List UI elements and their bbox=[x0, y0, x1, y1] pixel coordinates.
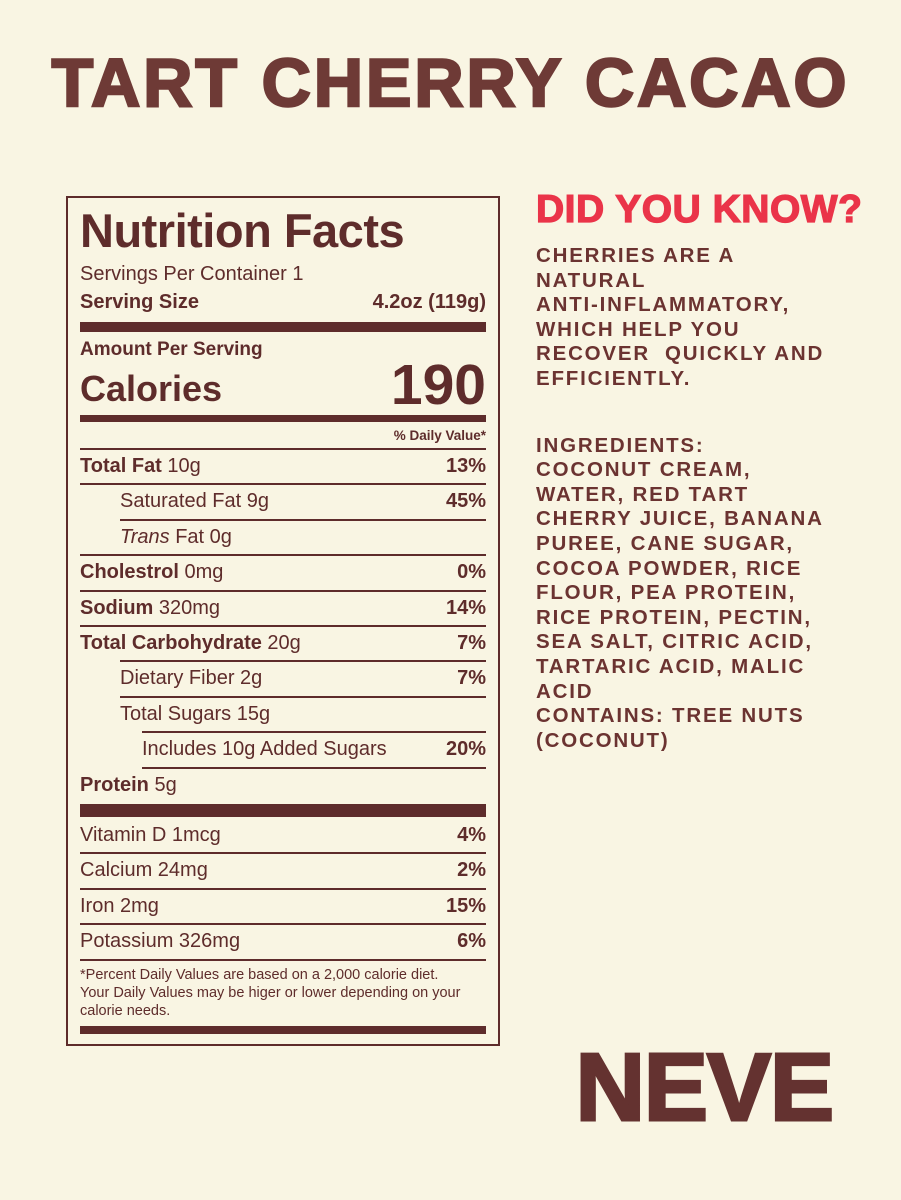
calories-label: Calories bbox=[80, 368, 223, 410]
vitamin-row-potassium: Potassium 326mg 6% bbox=[80, 930, 486, 953]
divider bbox=[142, 766, 486, 769]
divider bbox=[80, 448, 486, 451]
thick-divider bbox=[80, 321, 486, 332]
nutrient-dv: 15% bbox=[445, 894, 486, 917]
divider bbox=[80, 625, 486, 628]
thick-divider bbox=[80, 804, 486, 817]
vitamin-row-vitamin-d: Vitamin D 1mcg 4% bbox=[80, 824, 486, 846]
divider bbox=[80, 483, 486, 486]
nutrient-dv: 13% bbox=[445, 455, 486, 478]
nutrient-row-total-fat: Total Fat 10g 13% bbox=[80, 455, 486, 478]
product-title: TART CHERRY CACAO bbox=[50, 45, 850, 121]
nutrient-row-trans-fat: Trans Fat 0g bbox=[120, 525, 232, 548]
divider bbox=[80, 554, 486, 557]
nutrient-row-total-sugars: Total Sugars 15g bbox=[120, 702, 271, 725]
nutrient-row-added-sugars: Includes 10g Added Sugars 20% bbox=[142, 738, 486, 761]
divider bbox=[80, 589, 486, 592]
daily-value-header: % Daily Value* bbox=[393, 428, 486, 444]
divider bbox=[80, 852, 486, 855]
nutrient-row-cholesterol: Cholestrol 0mg 0% bbox=[80, 561, 486, 584]
nutrition-facts-panel: Nutrition Facts Servings Per Container 1… bbox=[66, 196, 500, 1046]
nutrient-row-protein: Protein 5g bbox=[80, 773, 177, 796]
servings-per-container: Servings Per Container 1 bbox=[80, 262, 304, 285]
daily-value-footnote: *Percent Daily Values are based on a 2,0… bbox=[80, 966, 461, 1019]
nutrient-row-total-carbohydrate: Total Carbohydrate 20g 7% bbox=[80, 632, 486, 655]
nutrient-row-saturated-fat: Saturated Fat 9g 45% bbox=[120, 490, 486, 513]
divider bbox=[80, 923, 486, 926]
right-column: DID YOU KNOW? CHERRIES ARE A NATURAL ANT… bbox=[535, 188, 884, 754]
did-you-know-text: CHERRIES ARE A NATURAL ANTI-INFLAMMATORY… bbox=[536, 244, 825, 390]
nutrient-row-dietary-fiber: Dietary Fiber 2g 7% bbox=[120, 667, 486, 690]
nutrition-facts-heading: Nutrition Facts bbox=[80, 204, 405, 257]
serving-size-label: Serving Size bbox=[80, 290, 199, 313]
divider bbox=[120, 660, 486, 663]
nutrient-dv: 4% bbox=[457, 824, 486, 846]
nutrient-dv: 0% bbox=[457, 561, 486, 584]
nutrient-row-sodium: Sodium 320mg 14% bbox=[80, 596, 486, 619]
calories-row: Calories 190 bbox=[80, 352, 486, 417]
nutrient-dv: 6% bbox=[457, 930, 486, 953]
nutrient-dv: 14% bbox=[445, 596, 486, 619]
ingredients-heading: INGREDIENTS: bbox=[536, 433, 705, 457]
nutrient-dv: 7% bbox=[457, 632, 486, 655]
amount-per-serving-label: Amount Per Serving bbox=[80, 338, 263, 360]
serving-size-value: 4.2oz (119g) bbox=[372, 290, 486, 313]
nutrient-dv: 20% bbox=[445, 738, 486, 761]
calories-value: 190 bbox=[390, 352, 486, 417]
vitamin-row-iron: Iron 2mg 15% bbox=[80, 894, 486, 917]
ingredients-section: INGREDIENTS: COCONUT CREAM, WATER, RED T… bbox=[536, 434, 884, 754]
divider bbox=[80, 887, 486, 890]
bottom-bar bbox=[80, 1025, 486, 1034]
nutrient-dv: 7% bbox=[457, 667, 486, 690]
divider bbox=[142, 731, 486, 734]
brand-logo: NEVE bbox=[574, 1034, 835, 1141]
serving-size-row: Serving Size 4.2oz (119g) bbox=[80, 290, 486, 315]
nutrient-dv: 2% bbox=[457, 859, 486, 882]
divider bbox=[120, 518, 486, 521]
thick-divider bbox=[80, 415, 486, 423]
divider bbox=[120, 695, 486, 698]
nutrient-dv: 45% bbox=[445, 490, 486, 513]
did-you-know-heading: DID YOU KNOW? bbox=[535, 188, 863, 231]
divider bbox=[80, 958, 486, 961]
ingredients-text: COCONUT CREAM, WATER, RED TART CHERRY JU… bbox=[536, 458, 824, 752]
vitamin-row-calcium: Calcium 24mg 2% bbox=[80, 859, 486, 882]
